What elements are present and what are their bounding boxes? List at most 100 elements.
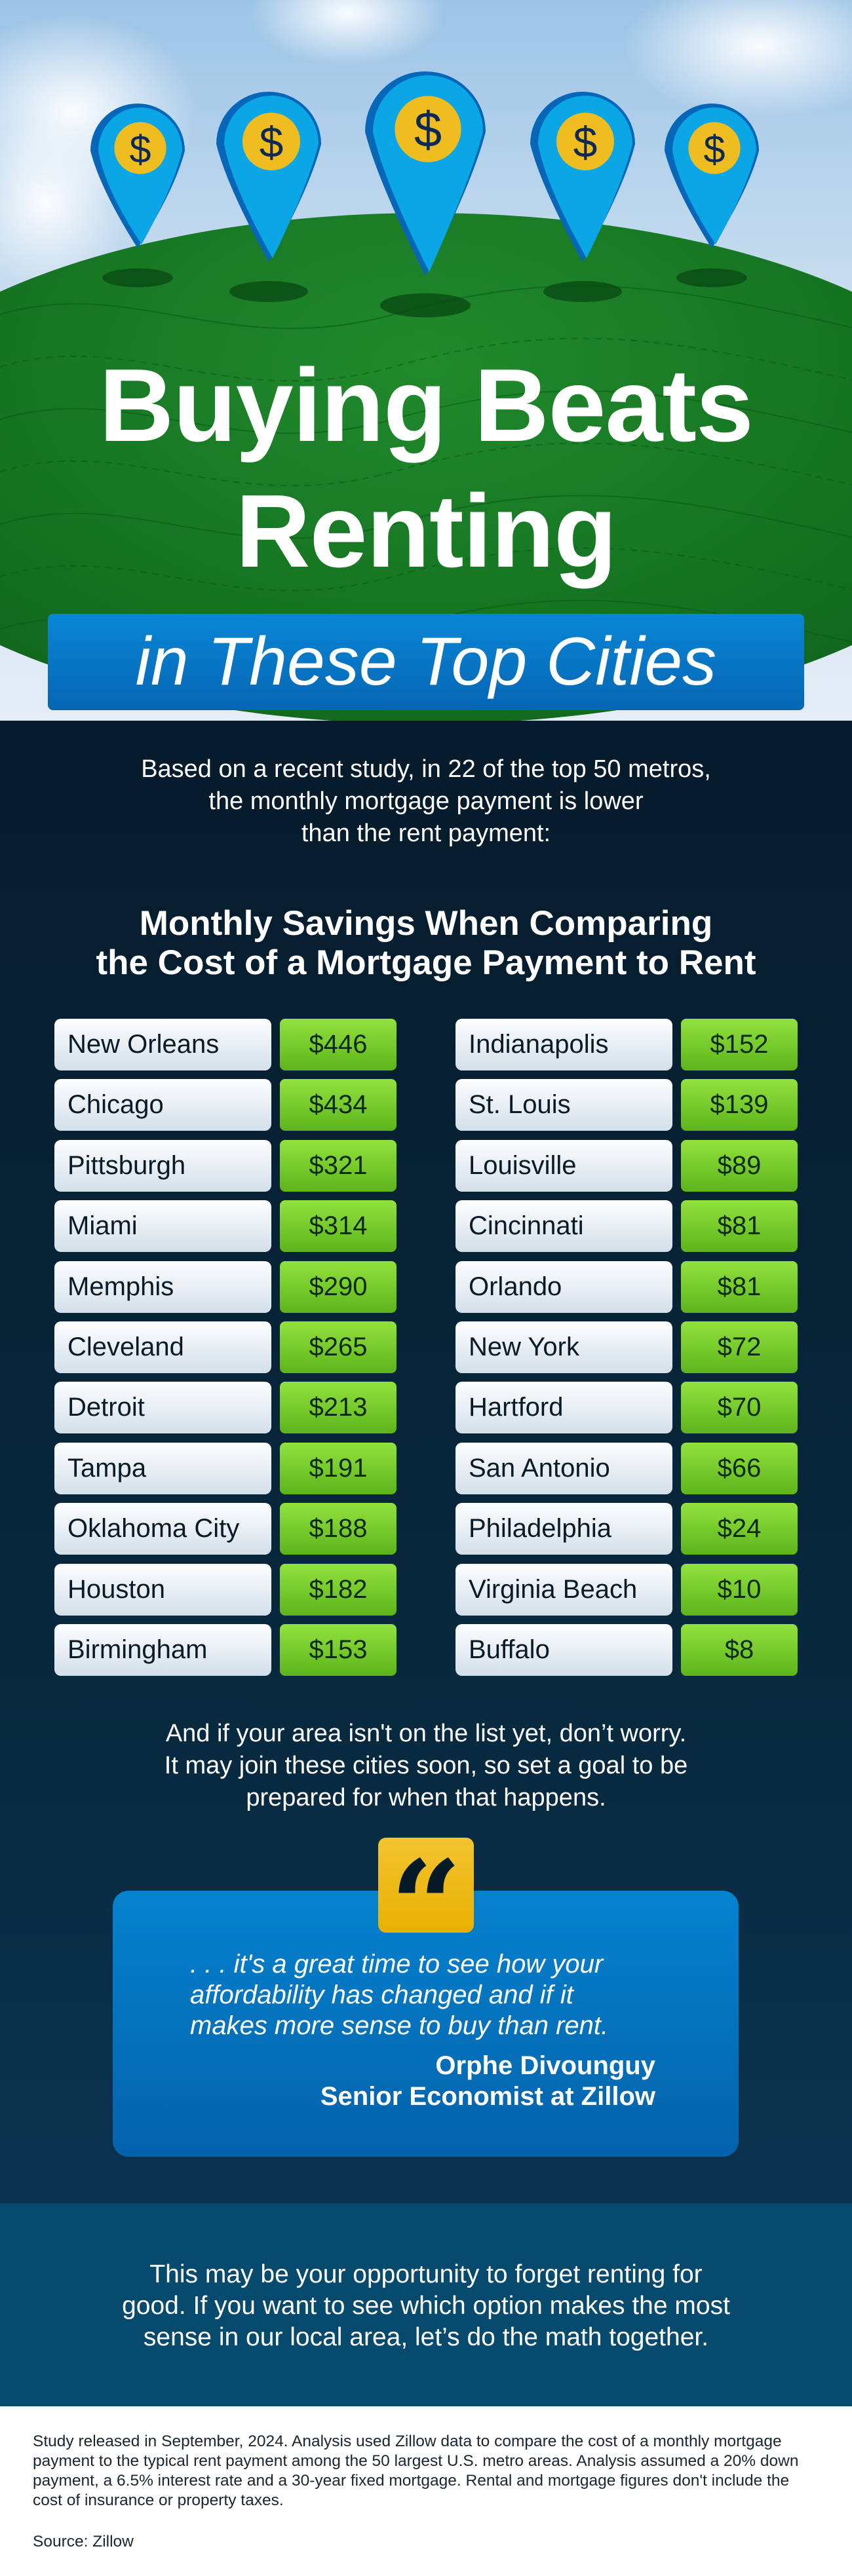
city-name: St. Louis	[455, 1079, 672, 1131]
city-name: San Antonio	[455, 1442, 672, 1494]
dollar-sign: $	[573, 118, 598, 166]
savings-amount: $191	[280, 1442, 397, 1494]
savings-row: Chicago $434	[54, 1079, 397, 1131]
contour-line	[0, 285, 852, 330]
text-line: And if your area isn't on the list yet, …	[165, 1720, 687, 1747]
intro-text: Based on a recent study, in 22 of the to…	[0, 753, 852, 850]
contour-line	[0, 337, 852, 382]
savings-amount: $72	[681, 1321, 798, 1373]
pins-layer: $ $ $ $ $	[0, 71, 852, 644]
intro-line: Based on a recent study, in 22 of the to…	[141, 755, 711, 783]
city-name: Miami	[54, 1200, 271, 1253]
quote-author-role: Senior Economist at Zillow	[320, 2082, 655, 2111]
dollar-sign: $	[414, 102, 442, 158]
dollar-sign: $	[129, 127, 151, 171]
savings-row: Hartford $70	[455, 1382, 798, 1434]
savings-amount: $290	[280, 1260, 397, 1313]
cta-band	[0, 2203, 852, 2406]
savings-amount: $213	[280, 1382, 397, 1434]
title-line-2: Renting	[235, 474, 617, 589]
savings-amount: $265	[280, 1321, 397, 1373]
city-name: Oklahoma City	[54, 1503, 271, 1555]
savings-row: New York $72	[455, 1321, 798, 1373]
savings-row: Birmingham $153	[54, 1624, 397, 1676]
cta-line: good. If you want to see which option ma…	[122, 2292, 730, 2320]
savings-amount: $8	[681, 1624, 798, 1676]
savings-amount: $70	[681, 1382, 798, 1434]
savings-amount: $321	[280, 1139, 397, 1192]
savings-amount: $314	[280, 1200, 397, 1253]
savings-row: Indianapolis $152	[455, 1019, 798, 1070]
contour-line	[0, 547, 852, 592]
hero: $ $ $ $ $ Buying Beats Renting	[0, 0, 852, 721]
savings-row: St. Louis $139	[455, 1079, 798, 1131]
quote-line: affordability has changed and if it	[190, 1980, 573, 2009]
city-name: Hartford	[455, 1382, 672, 1434]
coin-icon	[395, 96, 461, 162]
quote-line: makes more sense to buy than rent.	[190, 2011, 609, 2040]
city-name: Buffalo	[455, 1624, 672, 1676]
source: Source: Zillow	[33, 2533, 134, 2550]
savings-row: Oklahoma City $188	[54, 1503, 397, 1555]
pin-shadow	[102, 268, 173, 288]
city-name: Birmingham	[54, 1624, 271, 1676]
subtitle-banner: in These Top Cities	[48, 614, 804, 710]
city-name: New York	[455, 1321, 672, 1373]
savings-amount: $446	[280, 1019, 397, 1070]
dollar-sign: $	[260, 118, 284, 166]
quote-author: Orphe Divounguy	[435, 2051, 655, 2080]
heading-line: the Cost of a Mortgage Payment to Rent	[96, 943, 756, 982]
cta-line: This may be your opportunity to forget r…	[149, 2260, 703, 2288]
pin-shadow	[676, 268, 747, 288]
city-name: Philadelphia	[455, 1503, 672, 1555]
pin-shadow	[380, 293, 471, 318]
savings-amount: $81	[681, 1260, 798, 1313]
savings-amount: $153	[280, 1624, 397, 1676]
savings-amount: $152	[681, 1019, 798, 1070]
contour-line	[0, 442, 852, 487]
savings-row: Louisville $89	[455, 1139, 798, 1192]
coin-icon	[242, 113, 300, 170]
savings-amount: $182	[280, 1563, 397, 1616]
footnote: Study released in September, 2024. Analy…	[33, 2433, 799, 2509]
coin-icon	[688, 122, 741, 174]
quote-text: . . . it's a great time to see how your …	[190, 1949, 701, 2041]
city-name: New Orleans	[54, 1019, 271, 1070]
title-line-1: Buying Beats	[99, 348, 754, 463]
contour-line	[0, 495, 852, 539]
savings-row: Orlando $81	[455, 1260, 798, 1313]
savings-row: Pittsburgh $321	[54, 1139, 397, 1192]
coin-icon	[114, 122, 166, 174]
pin-shadow	[229, 281, 308, 302]
city-name: Virginia Beach	[455, 1563, 672, 1616]
city-name: Pittsburgh	[54, 1139, 271, 1192]
savings-row: Detroit $213	[54, 1382, 397, 1434]
savings-row: Buffalo $8	[455, 1624, 798, 1676]
savings-heading: Monthly Savings When Comparing the Cost …	[0, 904, 852, 983]
quote-box	[113, 1891, 739, 2157]
savings-amount: $434	[280, 1079, 397, 1131]
savings-amount: $24	[681, 1503, 798, 1555]
quote-line: . . . it's a great time to see how your	[190, 1950, 604, 1979]
cta-text: This may be your opportunity to forget r…	[0, 2259, 852, 2353]
city-name: Cleveland	[54, 1321, 271, 1373]
text-line: prepared for when that happens.	[246, 1784, 606, 1811]
footer	[0, 2406, 852, 2576]
text-line: It may join these cities soon, so set a …	[164, 1752, 688, 1779]
heading-line: Monthly Savings When Comparing	[139, 904, 713, 943]
savings-row: Tampa $191	[54, 1442, 397, 1494]
city-name: Memphis	[54, 1260, 271, 1313]
quote-attribution: Orphe Divounguy Senior Economist at Zill…	[197, 2051, 655, 2112]
city-name: Orlando	[455, 1260, 672, 1313]
savings-row: Miami $314	[54, 1200, 397, 1253]
city-name: Indianapolis	[455, 1019, 672, 1070]
cta-line: sense in our local area, let’s do the ma…	[143, 2323, 709, 2351]
savings-row: Cincinnati $81	[455, 1200, 798, 1253]
city-name: Tampa	[54, 1442, 271, 1494]
pin-shadow	[543, 281, 622, 302]
city-name: Houston	[54, 1563, 271, 1616]
savings-row: Virginia Beach $10	[455, 1563, 798, 1616]
city-name: Cincinnati	[455, 1200, 672, 1253]
savings-amount: $10	[681, 1563, 798, 1616]
